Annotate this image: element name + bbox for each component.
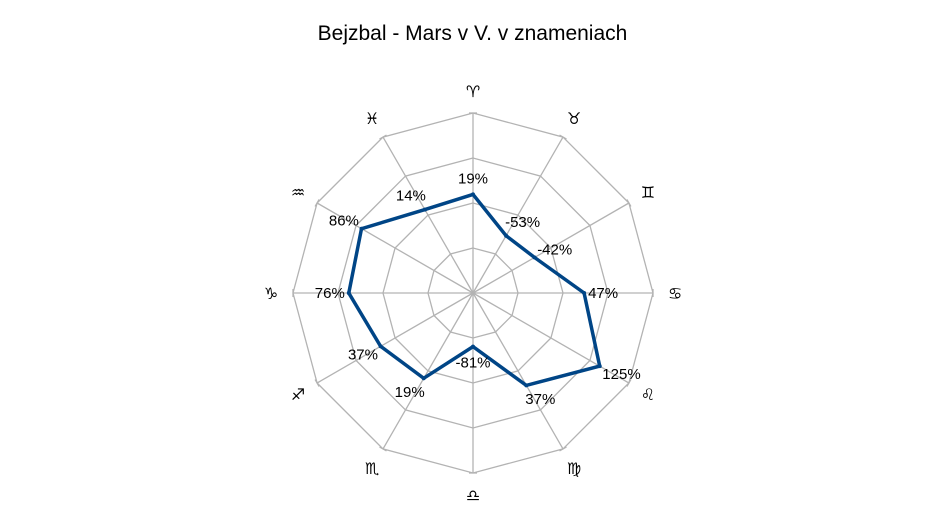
category-label: ♊ [641, 183, 655, 202]
grid-spoke [382, 136, 474, 294]
data-point [597, 364, 602, 369]
data-point [504, 233, 509, 238]
category-label: ♒ [291, 183, 305, 202]
data-point [378, 344, 383, 349]
data-label: 47% [588, 285, 618, 302]
category-label: ♎ [466, 486, 480, 505]
data-label: 37% [348, 346, 378, 363]
grid-tick [314, 379, 320, 387]
category-label: ♐ [291, 385, 305, 404]
grid-spoke [472, 292, 564, 450]
category-label: ♍ [567, 459, 581, 478]
data-point [422, 207, 427, 212]
data-label: -81% [455, 355, 490, 372]
data-point [346, 291, 351, 295]
data-label: -53% [505, 214, 540, 231]
category-label: ♓ [365, 109, 379, 128]
category-label: ♌ [641, 385, 655, 404]
grid-spoke [472, 136, 564, 294]
grid-tick [559, 134, 567, 140]
grid-spoke [316, 202, 474, 294]
category-label: ♈ [466, 82, 480, 101]
chart-title: Bejzbal - Mars v V. v znameniach [317, 22, 628, 45]
data-point [471, 344, 475, 349]
category-label: ♋ [668, 284, 682, 303]
data-label: 37% [525, 391, 555, 408]
category-label: ♑ [264, 284, 278, 303]
grid-tick [559, 446, 567, 452]
data-label: 19% [395, 384, 425, 401]
grid-spoke [472, 292, 630, 384]
data-label: 86% [329, 213, 359, 230]
data-point [421, 376, 426, 381]
data-point [582, 291, 587, 295]
data-label: 14% [396, 188, 426, 205]
grid-spoke [316, 292, 474, 384]
category-label: ♏ [365, 459, 379, 478]
data-label: 19% [458, 170, 488, 187]
grid-tick [379, 446, 387, 452]
data-label: -42% [537, 242, 572, 259]
data-label: 76% [315, 285, 345, 302]
grid-spoke [472, 202, 630, 294]
data-point [359, 226, 364, 231]
data-point [524, 383, 529, 388]
grid-tick [314, 199, 320, 207]
grid-tick [626, 379, 632, 387]
data-label: 125% [602, 366, 640, 383]
category-label: ♉ [567, 109, 581, 128]
grid-tick [379, 134, 387, 140]
data-point [532, 255, 537, 260]
grid-tick [626, 199, 632, 207]
grid-spoke [382, 292, 474, 450]
data-point [471, 192, 475, 197]
